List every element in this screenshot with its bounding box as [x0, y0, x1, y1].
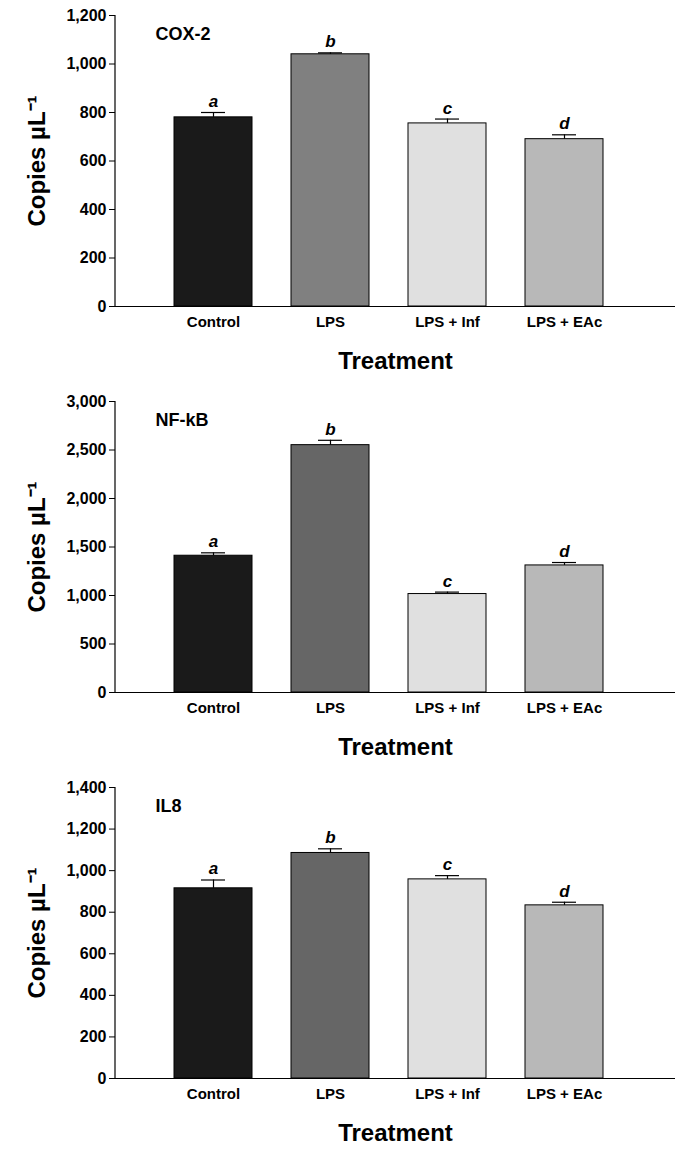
svg-text:0: 0 — [98, 684, 107, 701]
svg-text:LPS + Inf: LPS + Inf — [415, 1085, 481, 1102]
svg-text:d: d — [559, 542, 570, 561]
svg-text:COX-2: COX-2 — [156, 24, 211, 44]
svg-text:800: 800 — [80, 104, 107, 121]
svg-text:LPS: LPS — [316, 313, 345, 330]
svg-text:b: b — [325, 828, 335, 847]
svg-text:c: c — [443, 98, 453, 117]
svg-text:500: 500 — [80, 635, 107, 652]
svg-text:0: 0 — [98, 298, 107, 315]
svg-text:NF-kB: NF-kB — [156, 410, 209, 430]
svg-text:Treatment: Treatment — [338, 347, 453, 374]
svg-text:Treatment: Treatment — [338, 1119, 453, 1146]
svg-text:LPS + Inf: LPS + Inf — [415, 313, 481, 330]
svg-text:IL8: IL8 — [156, 796, 182, 816]
svg-text:c: c — [443, 572, 453, 591]
svg-text:a: a — [209, 532, 218, 551]
svg-text:600: 600 — [80, 945, 107, 962]
svg-text:Control: Control — [187, 699, 240, 716]
svg-text:LPS: LPS — [316, 699, 345, 716]
svg-text:1,400: 1,400 — [66, 779, 106, 796]
svg-text:d: d — [559, 882, 570, 901]
svg-text:LPS + EAc: LPS + EAc — [527, 699, 602, 716]
svg-text:LPS: LPS — [316, 1085, 345, 1102]
svg-text:b: b — [325, 420, 335, 439]
svg-text:200: 200 — [80, 249, 107, 266]
svg-text:600: 600 — [80, 152, 107, 169]
svg-text:Copies µL⁻¹: Copies µL⁻¹ — [23, 481, 50, 612]
svg-text:b: b — [325, 32, 335, 51]
svg-text:LPS + Inf: LPS + Inf — [415, 699, 481, 716]
svg-text:Copies µL⁻¹: Copies µL⁻¹ — [23, 95, 50, 226]
svg-text:Treatment: Treatment — [338, 733, 453, 760]
svg-text:800: 800 — [80, 903, 107, 920]
svg-text:d: d — [559, 114, 570, 133]
svg-text:1,000: 1,000 — [66, 587, 106, 604]
svg-text:a: a — [209, 92, 218, 111]
svg-text:1,500: 1,500 — [66, 538, 106, 555]
svg-text:LPS + EAc: LPS + EAc — [527, 313, 602, 330]
svg-text:c: c — [443, 855, 453, 874]
svg-text:2,000: 2,000 — [66, 490, 106, 507]
svg-text:Copies µL⁻¹: Copies µL⁻¹ — [23, 867, 50, 998]
svg-text:200: 200 — [80, 1028, 107, 1045]
svg-text:1,000: 1,000 — [66, 55, 106, 72]
svg-text:LPS + EAc: LPS + EAc — [527, 1085, 602, 1102]
svg-text:Control: Control — [187, 1085, 240, 1102]
svg-text:1,000: 1,000 — [66, 862, 106, 879]
svg-text:Control: Control — [187, 313, 240, 330]
svg-text:3,000: 3,000 — [66, 393, 106, 410]
svg-text:2,500: 2,500 — [66, 441, 106, 458]
svg-text:1,200: 1,200 — [66, 7, 106, 24]
svg-text:1,200: 1,200 — [66, 820, 106, 837]
svg-text:0: 0 — [98, 1070, 107, 1087]
svg-text:400: 400 — [80, 986, 107, 1003]
svg-text:400: 400 — [80, 201, 107, 218]
svg-text:a: a — [209, 859, 218, 878]
